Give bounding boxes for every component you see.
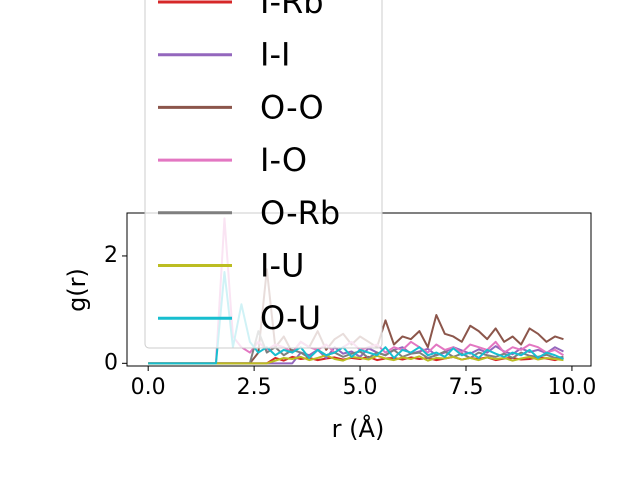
legend-label: I-O [260, 141, 307, 179]
legend-label: I-U [260, 247, 304, 285]
y-tick-label: 0 [104, 350, 118, 375]
legend-label: O-O [260, 88, 324, 126]
x-tick-label: 2.5 [237, 375, 272, 400]
legend-label: O-U [260, 299, 321, 337]
x-axis-label: r (Å) [332, 414, 385, 443]
series-line [148, 354, 564, 365]
x-tick-label: 5.0 [343, 375, 378, 400]
legend-box [144, 0, 383, 349]
legend-label: I-Rb [260, 0, 324, 21]
x-tick-label: 7.5 [448, 375, 483, 400]
y-tick-label: 2 [104, 243, 118, 268]
y-axis-label: g(r) [63, 268, 91, 312]
legend-label: I-I [260, 36, 290, 74]
x-tick-label: 0.0 [131, 375, 166, 400]
x-tick-label: 10.0 [547, 375, 596, 400]
legend-label: O-Rb [260, 194, 340, 232]
legend: I-Rb I-I O-O I-O O-Rb I-U O-U [144, 0, 383, 349]
